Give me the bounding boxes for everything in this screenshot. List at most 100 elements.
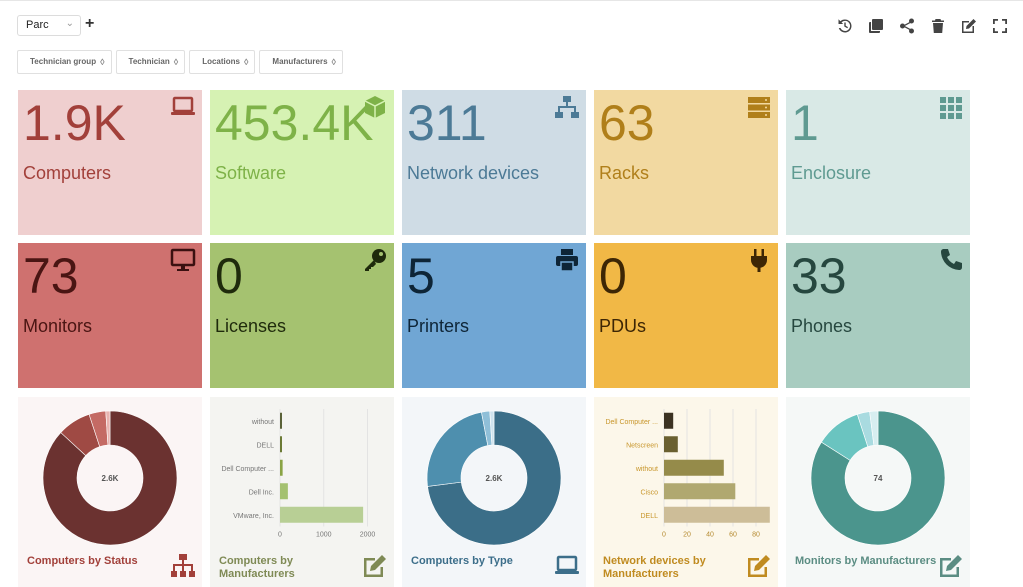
- bar[interactable]: [280, 506, 364, 523]
- history-icon[interactable]: [836, 17, 854, 35]
- filter-locations[interactable]: Locations ◊: [189, 50, 256, 74]
- laptop-icon[interactable]: [554, 553, 580, 579]
- monitor-icon: [170, 248, 196, 271]
- computers-by-manufacturers-chart: 0 1000 2000 without DELL Dell Computer ... Del…: [221, 409, 375, 539]
- card-value: 0: [599, 248, 627, 304]
- panel-title: Network devices by Manufacturers: [603, 555, 706, 580]
- filter-technician[interactable]: Technician ◊: [115, 50, 186, 74]
- x-tick-label: 1000: [316, 532, 332, 539]
- edit-icon[interactable]: [362, 553, 388, 579]
- edit-icon[interactable]: [938, 553, 964, 579]
- bar[interactable]: [280, 436, 282, 453]
- x-tick-label: 0: [278, 532, 282, 539]
- fullscreen-icon[interactable]: [991, 17, 1009, 35]
- x-tick-label: 80: [752, 532, 760, 539]
- card-value: 0: [215, 248, 243, 304]
- delete-icon[interactable]: [929, 17, 947, 35]
- edit-icon[interactable]: [960, 17, 978, 35]
- donut-slice[interactable]: [42, 410, 178, 546]
- tag-icon: ◊: [331, 57, 336, 67]
- panel-title: Computers by Type: [411, 555, 513, 567]
- card-value: 453.4K: [215, 95, 374, 151]
- card-network-devices[interactable]: 311 Network devices: [402, 90, 586, 235]
- tag-icon: ◊: [243, 57, 249, 67]
- category-label: Dell Inc.: [249, 489, 274, 496]
- bar[interactable]: [664, 483, 736, 500]
- category-label: without: [251, 419, 274, 426]
- card-label: Software: [215, 163, 287, 183]
- top-border: [0, 0, 1023, 4]
- category-label: VMware, Inc.: [233, 513, 274, 520]
- card-label: Network devices: [407, 163, 540, 183]
- card-computers[interactable]: 1.9K Computers: [18, 90, 202, 235]
- card-label: Printers: [407, 316, 470, 336]
- card-pdus[interactable]: 0 PDUs: [594, 243, 778, 388]
- card-phones[interactable]: 33 Phones: [786, 243, 970, 388]
- monitors-by-manufacturers-chart: 74: [810, 410, 946, 546]
- chevron-down-icon: ⌄: [65, 18, 74, 29]
- filter-label: Manufacturers: [272, 57, 328, 66]
- filter-manufacturers[interactable]: Manufacturers ◊: [259, 50, 343, 74]
- x-tick-label: 60: [729, 532, 737, 539]
- category-label: Dell Computer ...: [221, 466, 274, 473]
- donut-slice[interactable]: [810, 410, 946, 546]
- computers-by-status-chart: 2.6K: [42, 410, 178, 546]
- bar[interactable]: [280, 459, 283, 476]
- network-devices-by-manufacturers-chart: 0 20 40 60 80 Dell Computer ... Netscreen witho…: [605, 409, 770, 539]
- card-enclosure[interactable]: 1 Enclosure: [786, 90, 970, 235]
- donut-center-label: 2.6K: [102, 474, 119, 483]
- bar[interactable]: [664, 459, 724, 476]
- bar[interactable]: [664, 506, 770, 523]
- donut-slice[interactable]: [427, 410, 562, 546]
- card-printers[interactable]: 5 Printers: [402, 243, 586, 388]
- filter-label: Locations: [202, 57, 240, 66]
- panel-computers-by-manufacturers[interactable]: 0 1000 2000 without DELL Dell Computer ... Del…: [210, 397, 394, 587]
- dashboard-select-value: Parc: [26, 19, 49, 31]
- donut-slice[interactable]: [105, 410, 111, 446]
- sitemap-icon[interactable]: [170, 553, 196, 579]
- bar[interactable]: [280, 483, 288, 500]
- card-racks[interactable]: 63 Racks: [594, 90, 778, 235]
- donut-slice[interactable]: [426, 411, 489, 487]
- card-monitors[interactable]: 73 Monitors: [18, 243, 202, 388]
- bar[interactable]: [664, 436, 678, 453]
- donut-slice[interactable]: [489, 410, 495, 446]
- filter-technician-group[interactable]: Technician group ◊: [17, 50, 112, 74]
- panel-computers-by-type[interactable]: 2.6K Computers by Type: [402, 397, 586, 587]
- panel-network-devices-by-manufacturers[interactable]: 0 20 40 60 80 Dell Computer ... Netscreen witho…: [594, 397, 778, 587]
- panel-computers-by-status[interactable]: 2.6K Computers by Status: [18, 397, 202, 587]
- category-label: Netscreen: [626, 442, 658, 449]
- bar[interactable]: [280, 412, 282, 429]
- card-value: 33: [791, 248, 847, 304]
- category-label: DELL: [256, 442, 274, 449]
- clone-icon[interactable]: [867, 17, 885, 35]
- card-value: 1: [791, 95, 819, 151]
- card-value: 73: [23, 248, 79, 304]
- card-value: 1.9K: [23, 95, 126, 151]
- x-tick-label: 20: [683, 532, 691, 539]
- add-dashboard-button[interactable]: +: [85, 15, 95, 32]
- card-label: Racks: [599, 163, 650, 183]
- edit-icon[interactable]: [746, 553, 772, 579]
- category-label: without: [635, 466, 658, 473]
- card-software[interactable]: 453.4K Software: [210, 90, 394, 235]
- category-label: Cisco: [640, 489, 658, 496]
- dashboard-select[interactable]: Parc ⌄: [17, 15, 81, 36]
- network-icon: [555, 96, 579, 118]
- server-icon: [748, 97, 770, 118]
- grid-icon: [940, 97, 962, 119]
- printer-icon: [556, 249, 578, 272]
- x-tick-label: 0: [662, 532, 666, 539]
- panel-monitors-by-manufacturers[interactable]: 74 Monitors by Manufacturers: [786, 397, 970, 587]
- card-licenses[interactable]: 0 Licenses: [210, 243, 394, 388]
- card-value: 63: [599, 95, 655, 151]
- cube-icon: [364, 96, 386, 118]
- category-label: Dell Computer ...: [605, 419, 658, 426]
- card-value: 311: [407, 95, 487, 151]
- share-icon[interactable]: [898, 17, 916, 35]
- bar[interactable]: [664, 412, 674, 429]
- x-tick-label: 40: [706, 532, 714, 539]
- tag-icon: ◊: [173, 57, 179, 67]
- donut-slice[interactable]: [869, 410, 879, 446]
- filter-label: Technician: [128, 57, 170, 66]
